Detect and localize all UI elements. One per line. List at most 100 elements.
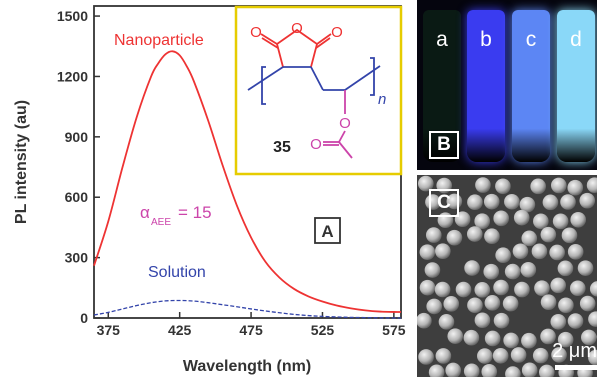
sem-sphere xyxy=(588,311,597,327)
sem-sphere xyxy=(493,210,509,227)
sem-sphere xyxy=(504,263,521,280)
sem-sphere xyxy=(551,347,567,363)
acetyl-oxygen: O xyxy=(310,136,322,153)
sem-sphere xyxy=(577,260,594,276)
vial-label-c: c xyxy=(525,28,537,51)
x-tick-label: 575 xyxy=(382,322,406,338)
sem-sphere xyxy=(484,228,500,245)
sem-sphere xyxy=(475,177,491,193)
sem-sphere xyxy=(552,213,569,230)
sem-sphere xyxy=(557,260,574,277)
sem-sphere xyxy=(463,363,480,377)
sem-sphere xyxy=(418,349,434,365)
data-series xyxy=(93,50,402,319)
ring-oxygen: O xyxy=(291,20,303,37)
sem-sphere xyxy=(417,312,432,329)
y-tick-label: 1200 xyxy=(57,68,88,84)
axis-ticks: 375 425 475 525 575 0 300 600 900 1200 1500 xyxy=(57,8,406,338)
sem-sphere xyxy=(419,244,436,260)
sem-sphere xyxy=(495,247,511,264)
x-tick-label: 475 xyxy=(239,322,263,338)
sem-sphere xyxy=(534,280,550,296)
sem-sphere xyxy=(455,281,472,298)
sem-sphere xyxy=(533,213,549,230)
nanoparticle-label: Nanoparticle xyxy=(114,32,204,49)
sem-sphere xyxy=(550,313,567,330)
sem-sphere xyxy=(510,347,527,363)
pl-spectrum-chart: 375 425 475 525 575 0 300 600 900 1200 1500 PL int… xyxy=(13,5,406,375)
sem-sphere xyxy=(579,295,596,312)
sem-sphere xyxy=(467,194,483,211)
y-tick-label: 0 xyxy=(80,310,88,326)
anhydride-ring xyxy=(260,28,332,68)
sem-sphere xyxy=(435,348,452,364)
y-tick-label: 1500 xyxy=(57,8,88,24)
sem-sphere xyxy=(538,364,555,377)
sem-sphere xyxy=(557,331,574,348)
vial-label-d: d xyxy=(570,28,582,51)
sem-sphere xyxy=(505,366,521,377)
sem-sphere xyxy=(540,226,557,243)
sem-sphere xyxy=(530,178,546,195)
sem-sphere xyxy=(434,281,451,298)
sem-sphere xyxy=(569,280,586,297)
sem-sphere xyxy=(424,262,441,278)
sem-sphere xyxy=(549,244,565,261)
sem-sphere xyxy=(484,295,501,311)
sem-sphere xyxy=(570,211,587,228)
sem-sphere xyxy=(493,312,510,329)
vial-photo-b: a b c d B xyxy=(417,0,597,170)
x-tick-label: 525 xyxy=(311,322,335,338)
sem-sphere xyxy=(484,330,501,347)
acetate-group xyxy=(323,90,353,159)
y-axis-label: PL intensity (au) xyxy=(13,100,30,224)
sem-sphere xyxy=(532,347,549,364)
sem-sphere xyxy=(481,363,498,377)
solution-label: Solution xyxy=(148,264,206,281)
sem-sphere xyxy=(466,226,483,242)
panel-b-label: B xyxy=(429,131,459,159)
sem-sphere xyxy=(588,349,597,366)
sem-sphere xyxy=(558,297,574,314)
sem-sphere xyxy=(495,178,511,195)
sem-sphere xyxy=(521,230,538,247)
vial-b xyxy=(467,10,505,162)
sem-sphere xyxy=(425,227,442,243)
x-axis-label: Wavelength (nm) xyxy=(183,358,311,375)
sem-sphere xyxy=(519,196,536,213)
sem-sphere xyxy=(445,362,462,377)
sem-sphere xyxy=(447,328,464,344)
carbonyl-oxygen-right: O xyxy=(331,24,343,41)
vial-label-a: a xyxy=(436,28,448,51)
sem-sphere xyxy=(418,175,434,192)
y-tick-label: 600 xyxy=(65,189,89,205)
sem-sphere xyxy=(464,260,480,276)
vial-d xyxy=(557,10,595,162)
sem-sphere xyxy=(521,332,537,349)
series-line-solution xyxy=(93,299,402,319)
sem-sphere xyxy=(428,364,445,377)
sem-sphere xyxy=(483,193,500,210)
structure-inset: O O O n O O 35 xyxy=(234,5,403,176)
sem-image-c: C 2 μm xyxy=(417,175,597,377)
sem-sphere xyxy=(435,243,451,259)
y-tick-label: 900 xyxy=(65,129,89,145)
alpha-symbol: α xyxy=(140,203,150,222)
vial-label-b: b xyxy=(480,28,492,51)
alpha-subscript: AEE xyxy=(151,217,171,228)
sem-sphere xyxy=(521,362,538,377)
sem-sphere xyxy=(589,281,597,297)
compound-number: 35 xyxy=(273,139,291,156)
sem-sphere xyxy=(531,243,548,260)
ester-oxygen: O xyxy=(339,115,351,132)
sem-sphere xyxy=(474,282,491,298)
sem-sphere xyxy=(567,313,584,329)
sem-sphere xyxy=(504,193,520,210)
sem-sphere xyxy=(542,194,559,211)
sem-sphere xyxy=(446,229,463,246)
panel-a-box: A xyxy=(314,217,341,244)
sem-sphere xyxy=(567,179,584,196)
sem-sphere xyxy=(503,332,519,349)
panel-a-label: A xyxy=(321,222,333,241)
sem-sphere xyxy=(540,328,556,345)
